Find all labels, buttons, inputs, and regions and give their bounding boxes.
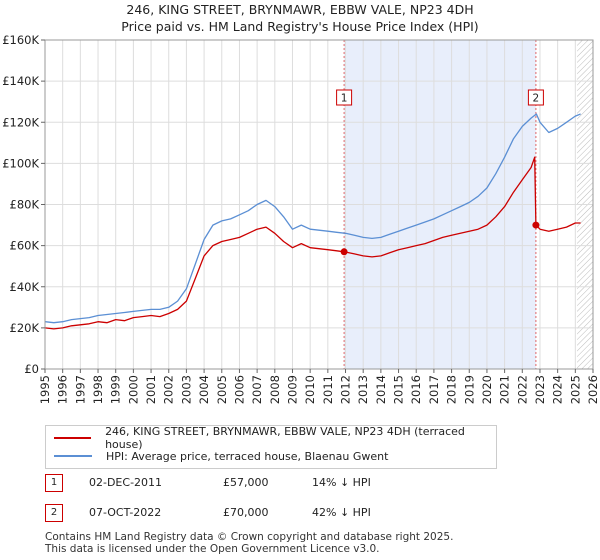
- x-tick-label: 2024: [551, 375, 565, 404]
- transaction-hpi-diff: 14% ↓ HPI: [312, 476, 371, 489]
- x-tick-label: 2004: [197, 375, 211, 404]
- y-tick-label: £140K: [2, 74, 39, 88]
- y-tick-label: £120K: [2, 115, 39, 129]
- sale-point-1: [340, 248, 348, 256]
- legend: 246, KING STREET, BRYNMAWR, EBBW VALE, N…: [45, 425, 497, 469]
- x-tick-label: 2021: [498, 375, 512, 404]
- legend-item-hpi: HPI: Average price, terraced house, Blae…: [54, 448, 388, 464]
- x-tick-label: 2014: [374, 375, 388, 404]
- footer-attribution: Contains HM Land Registry data © Crown c…: [45, 531, 453, 555]
- x-tick-label: 2007: [250, 375, 264, 404]
- x-tick-label: 2006: [232, 375, 246, 404]
- x-tick-label: 2003: [179, 375, 193, 404]
- y-tick-label: £160K: [2, 33, 39, 47]
- x-tick-label: 2000: [126, 375, 140, 404]
- y-tick-label: £0: [24, 362, 39, 376]
- y-tick-label: £100K: [2, 156, 39, 170]
- x-tick-label: 2023: [533, 375, 547, 404]
- series-line-property: [45, 156, 581, 330]
- x-tick-label: 1998: [91, 375, 105, 404]
- footer-line-licence: This data is licensed under the Open Gov…: [45, 543, 380, 555]
- legend-swatch-hpi: [54, 455, 92, 457]
- x-tick-label: 2026: [586, 375, 600, 404]
- x-tick-label: 1997: [73, 375, 87, 404]
- x-tick-label: 2010: [303, 375, 317, 404]
- x-tick-label: 2022: [515, 375, 529, 404]
- x-tick-label: 1996: [56, 375, 70, 404]
- x-tick-label: 2002: [162, 375, 176, 404]
- x-tick-label: 2016: [409, 375, 423, 404]
- transaction-hpi-diff: 42% ↓ HPI: [312, 506, 371, 519]
- x-tick-label: 2012: [339, 375, 353, 404]
- x-tick-label: 2009: [285, 375, 299, 404]
- y-tick-label: £80K: [10, 198, 40, 212]
- x-tick-label: 1999: [109, 375, 123, 404]
- legend-label-hpi: HPI: Average price, terraced house, Blae…: [106, 449, 389, 463]
- x-tick-label: 2019: [462, 375, 476, 404]
- sale-marker-label-1: 1: [341, 93, 348, 105]
- transaction-date: 02-DEC-2011: [89, 476, 163, 489]
- sale-point-2: [532, 221, 540, 229]
- transaction-price: £57,000: [223, 476, 269, 489]
- sale-marker-box-2: [527, 89, 544, 106]
- sale-marker-box-1: [336, 89, 353, 106]
- x-tick-label: 2013: [356, 375, 370, 404]
- x-tick-label: 2015: [392, 375, 406, 404]
- legend-swatch-property: [54, 437, 92, 439]
- transaction-row: 1 02-DEC-2011 £57,000 14% ↓ HPI: [45, 474, 445, 492]
- x-tick-label: 2011: [321, 375, 335, 404]
- x-tick-label: 2008: [268, 375, 282, 404]
- y-tick-label: £60K: [10, 239, 40, 253]
- x-tick-label: 2017: [427, 375, 441, 404]
- legend-label-property: 246, KING STREET, BRYNMAWR, EBBW VALE, N…: [105, 425, 465, 451]
- transaction-date: 07-OCT-2022: [89, 506, 162, 519]
- x-tick-label: 2020: [480, 375, 494, 404]
- x-tick-label: 2001: [144, 375, 158, 404]
- transaction-row: 2 07-OCT-2022 £70,000 42% ↓ HPI: [45, 504, 445, 522]
- y-tick-label: £40K: [10, 280, 40, 294]
- transaction-number-badge: 1: [45, 474, 63, 492]
- footer-line-copyright: Contains HM Land Registry data © Crown c…: [45, 531, 454, 543]
- transaction-price: £70,000: [223, 506, 269, 519]
- legend-item-property: 246, KING STREET, BRYNMAWR, EBBW VALE, N…: [54, 425, 496, 451]
- x-tick-label: 1995: [38, 375, 52, 404]
- sale-marker-label-2: 2: [533, 93, 540, 105]
- chart-title: 246, KING STREET, BRYNMAWR, EBBW VALE, N…: [126, 2, 474, 17]
- transaction-number-badge: 2: [45, 504, 63, 522]
- x-tick-label: 2018: [445, 375, 459, 404]
- chart-subtitle: Price paid vs. HM Land Registry's House …: [121, 19, 479, 34]
- price-chart: £0 £20K £40K £60K £80K £100K £120K £140K £160K 19…: [2, 33, 600, 404]
- x-tick-label: 2025: [568, 375, 582, 404]
- x-tick-label: 2005: [215, 375, 229, 404]
- y-tick-label: £20K: [10, 321, 40, 335]
- series-line-hpi: [45, 113, 581, 324]
